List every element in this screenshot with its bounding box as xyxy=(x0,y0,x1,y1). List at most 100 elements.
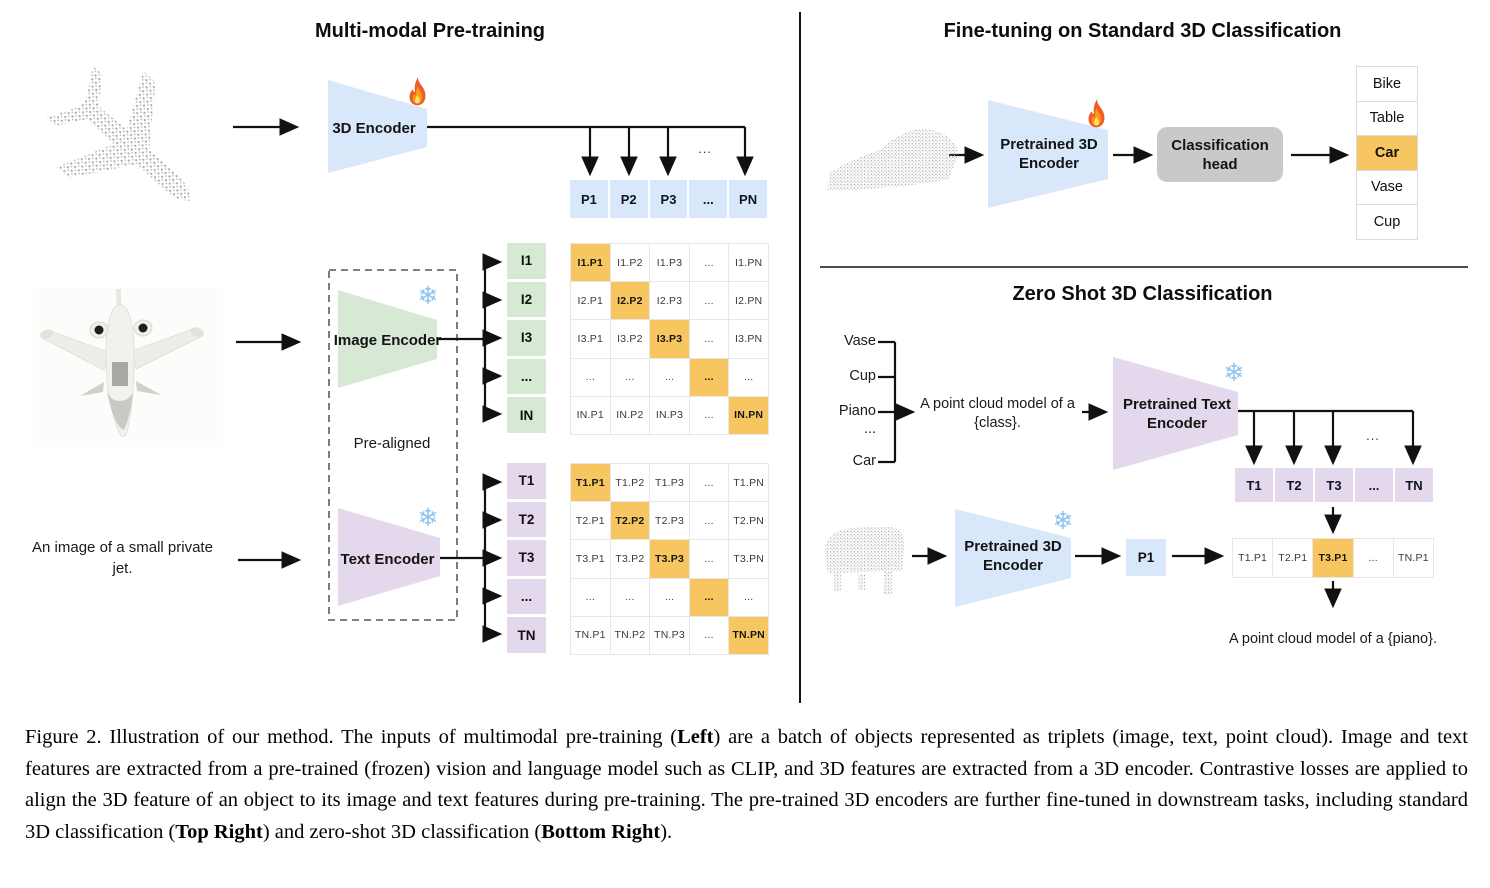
image-encoder-label: Image Encoder xyxy=(333,331,442,349)
class-list-item: Vase xyxy=(1356,169,1418,205)
image-feature-cell: IN xyxy=(507,397,546,433)
matrix-cell: ... xyxy=(689,358,729,396)
text-encoder-label: Text Encoder xyxy=(340,550,435,568)
text-point-similarity-matrix: T1.P1 T1.P2 T1.P3... T1.PN T2.P1 T2.P2 T2.P3..… xyxy=(570,463,769,655)
matrix-cell: IN.P2 xyxy=(610,396,650,434)
matrix-cell: ... xyxy=(610,358,650,396)
text-feature-cell: T2 xyxy=(507,501,546,538)
image-point-similarity-matrix: I1.P1 I1.P2 I1.P3... I1.PN I2.P1 I2.P2 I2.P3..… xyxy=(570,243,769,435)
class-list-item: Table xyxy=(1356,100,1418,136)
flame-icon xyxy=(409,77,426,106)
matrix-cell: T1.PN xyxy=(729,464,768,502)
matrix-cell: T2.P1 xyxy=(571,502,610,540)
top-right-panel-title: Fine-tuning on Standard 3D Classificatio… xyxy=(943,20,1342,42)
prompt-template-text: A point cloud model of a {class}. xyxy=(920,396,1075,431)
matrix-cell: IN.PN xyxy=(729,396,768,434)
matrix-cell: T2.P3 xyxy=(650,502,689,540)
matrix-cell: T1.P2 xyxy=(610,464,650,502)
encoder-3d-label: 3D Encoder xyxy=(332,119,416,137)
p-row-ellipsis: ... xyxy=(698,141,712,156)
snowflake-icon: ❄ xyxy=(1053,507,1074,535)
result-cell: T3.P1 xyxy=(1313,539,1353,577)
matrix-cell: ... xyxy=(610,578,650,616)
matrix-cell: ... xyxy=(689,616,729,654)
matrix-cell: ... xyxy=(571,358,610,396)
left-arrows xyxy=(233,118,754,643)
t-feature-cell: T3 xyxy=(1315,468,1353,502)
result-cell: ... xyxy=(1353,539,1393,577)
pretrained-3d-encoder-zs-shape xyxy=(955,509,1071,607)
matrix-cell: ... xyxy=(689,320,729,358)
matrix-cell: I1.P2 xyxy=(610,244,650,282)
similarity-result-row: T1.P1 T2.P1 T3.P1... TN.P1 xyxy=(1232,538,1434,578)
image-feature-cell: ... xyxy=(507,358,546,395)
pretrained-text-encoder-shape xyxy=(1113,357,1238,470)
prealigned-label: Pre-aligned xyxy=(353,434,431,452)
pretrained-3d-encoder-zs-label: Pretrained 3D Encoder xyxy=(964,538,1062,574)
matrix-cell: ... xyxy=(689,502,729,540)
result-cell: T2.P1 xyxy=(1273,539,1313,577)
bottom-right-arrows xyxy=(878,340,1422,609)
snowflake-icon: ❄ xyxy=(1224,359,1245,387)
class-list-item: Bike xyxy=(1356,66,1418,102)
text-feature-column: T1 T2 T3... TN xyxy=(507,463,546,653)
text-feature-cell: T3 xyxy=(507,540,546,576)
matrix-cell: I2.P2 xyxy=(610,282,650,320)
matrix-cell: I2.P3 xyxy=(650,282,689,320)
image-feature-cell: I1 xyxy=(507,243,546,279)
jet-photo xyxy=(33,287,223,447)
matrix-cell: T3.P2 xyxy=(610,540,650,578)
matrix-cell: T2.P2 xyxy=(610,502,650,540)
matrix-cell: I3.P2 xyxy=(610,320,650,358)
image-feature-cell: I3 xyxy=(507,320,546,356)
image-feature-column: I1 I2 I3... IN xyxy=(507,243,546,433)
matrix-cell: TN.P2 xyxy=(610,616,650,654)
matrix-cell: ... xyxy=(689,578,729,616)
matrix-cell: T2.PN xyxy=(729,502,768,540)
matrix-cell: I1.P1 xyxy=(571,244,610,282)
t-feature-row: T1 T2 T3... TN xyxy=(1235,468,1433,502)
car-pointcloud xyxy=(827,129,958,191)
matrix-cell: TN.P3 xyxy=(650,616,689,654)
figure-canvas: ❄ ❄ ❄ ❄ xyxy=(33,12,1468,703)
matrix-cell: I1.P3 xyxy=(650,244,689,282)
bottom-right-panel-title: Zero Shot 3D Classification xyxy=(1012,283,1273,305)
matrix-cell: ... xyxy=(689,464,729,502)
matrix-cell: T3.P1 xyxy=(571,540,610,578)
image-encoder-shape xyxy=(338,290,437,388)
piano-pointcloud xyxy=(824,527,905,595)
result-cell: TN.P1 xyxy=(1393,539,1433,577)
pretrained-3d-encoder-shape xyxy=(988,100,1108,208)
prompt-class-cup: Cup xyxy=(849,368,876,384)
matrix-cell: ... xyxy=(689,244,729,282)
p-feature-cell: PN xyxy=(729,180,767,218)
prompt-class-piano: Piano xyxy=(838,403,876,419)
matrix-cell: T3.P3 xyxy=(650,540,689,578)
class-list: Bike Table Car Vase Cup xyxy=(1356,66,1418,240)
matrix-cell: ... xyxy=(650,358,689,396)
matrix-cell: I2.P1 xyxy=(571,282,610,320)
matrix-cell: I1.PN xyxy=(729,244,768,282)
matrix-cell: ... xyxy=(729,578,768,616)
prompt-class-vase: Vase xyxy=(844,333,876,349)
matrix-cell: T1.P1 xyxy=(571,464,610,502)
result-caption: A point cloud model of a {piano}. xyxy=(1229,631,1437,647)
text-feature-cell: ... xyxy=(507,578,546,615)
result-cell: T1.P1 xyxy=(1233,539,1273,577)
prealigned-dashed-box xyxy=(328,269,458,621)
text-encoder-shape xyxy=(338,508,440,606)
prompt-class-car: Car xyxy=(852,453,876,469)
matrix-cell: ... xyxy=(689,396,729,434)
t-row-ellipsis: ... xyxy=(1366,428,1380,443)
3d-encoder-shape xyxy=(328,80,427,173)
airplane-pointcloud xyxy=(46,66,191,201)
p-feature-cell: P2 xyxy=(609,180,648,218)
matrix-cell: I3.P1 xyxy=(571,320,610,358)
matrix-cell: ... xyxy=(650,578,689,616)
p-feature-cell: ... xyxy=(689,180,728,218)
matrix-cell: I2.PN xyxy=(729,282,768,320)
matrix-cell: TN.P1 xyxy=(571,616,610,654)
t-feature-cell: TN xyxy=(1395,468,1433,502)
p-feature-row: P1 P2 P3... PN xyxy=(570,180,767,218)
